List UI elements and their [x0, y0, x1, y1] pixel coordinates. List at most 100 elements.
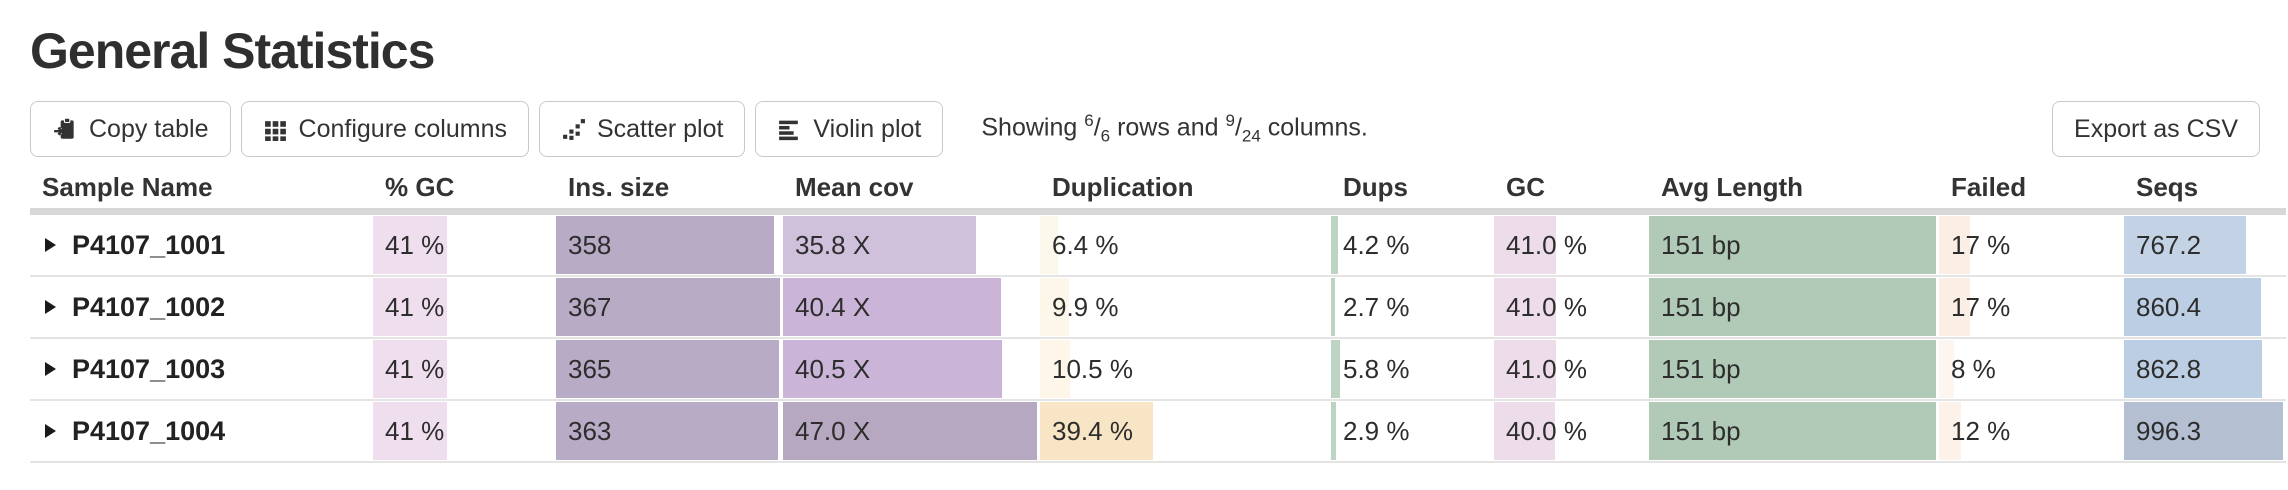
pct-gc-cell: 41 % — [373, 401, 556, 461]
pct-gc-cell: 41 % — [373, 215, 556, 275]
avg-length-value: 151 bp — [1661, 292, 1741, 322]
pct-gc-value: 41 % — [385, 354, 445, 384]
mean-cov-cell: 35.8 X — [783, 215, 1040, 275]
mean-cov-value: 47.0 X — [795, 416, 871, 446]
failed-bar — [1939, 402, 1961, 460]
duplication-cell: 9.9 % — [1040, 277, 1331, 337]
violin-plot-button[interactable]: Violin plot — [755, 101, 944, 157]
column-header-ins-size[interactable]: Ins. size — [568, 171, 670, 202]
column-header-sample-name[interactable]: Sample Name — [42, 171, 213, 202]
ins-size-cell: 367 — [556, 277, 783, 337]
export-as-csv-button[interactable]: Export as CSV — [2052, 101, 2260, 157]
gc-value: 41.0 % — [1506, 292, 1587, 322]
column-header-avg-length[interactable]: Avg Length — [1661, 171, 1804, 202]
column-header-dups[interactable]: Dups — [1343, 171, 1408, 202]
avg-length-bar — [1649, 402, 1936, 460]
pct-gc-cell: 41 % — [373, 339, 556, 399]
seqs-bar — [2124, 216, 2247, 274]
column-header-seqs[interactable]: Seqs — [2136, 171, 2199, 202]
mean-cov-cell: 40.4 X — [783, 277, 1040, 337]
pct-gc-value: 41 % — [385, 416, 445, 446]
failed-value: 12 % — [1951, 416, 2011, 446]
expand-row-icon[interactable] — [44, 423, 57, 439]
columns-shown: 9 — [1225, 111, 1235, 131]
duplication-value: 39.4 % — [1052, 416, 1133, 446]
dups-value: 4.2 % — [1343, 230, 1410, 260]
mean-cov-value: 35.8 X — [795, 230, 871, 260]
column-header-mean-cov[interactable]: Mean cov — [795, 171, 914, 202]
avg-length-value: 151 bp — [1661, 230, 1741, 260]
pct-gc-value: 41 % — [385, 292, 445, 322]
gc-bar — [1494, 216, 1557, 274]
mean-cov-bar — [783, 340, 1002, 398]
duplication-bar — [1040, 340, 1071, 398]
seqs-cell: 767.2 — [2124, 215, 2286, 275]
export-as-csv-label: Export as CSV — [2074, 114, 2238, 143]
copy-table-button[interactable]: Copy table — [30, 101, 231, 157]
gc-value: 40.0 % — [1506, 416, 1587, 446]
sample-name: P4107_1004 — [72, 415, 226, 446]
gc-bar — [1494, 278, 1557, 336]
dups-cell: 2.9 % — [1331, 401, 1494, 461]
expand-row-icon[interactable] — [44, 361, 57, 377]
sample-name-cell: P4107_1002 — [30, 277, 373, 337]
mean-cov-value: 40.5 X — [795, 354, 871, 384]
table-body: P4107_1001 41 % 358 35.8 X 6.4 % 4.2 % 41.0 % 1… — [30, 215, 2286, 463]
gc-bar — [1494, 402, 1555, 460]
avg-length-value: 151 bp — [1661, 416, 1741, 446]
expand-row-icon[interactable] — [44, 237, 57, 253]
dups-value: 2.9 % — [1343, 416, 1410, 446]
duplication-bar — [1040, 278, 1069, 336]
table-toolbar: Copy table Configure columns — [30, 100, 2260, 158]
seqs-bar — [2124, 278, 2262, 336]
dups-cell: 5.8 % — [1331, 339, 1494, 399]
seqs-value: 996.3 — [2136, 416, 2202, 446]
ins-size-value: 365 — [568, 354, 612, 384]
table-row: P4107_1003 41 % 365 40.5 X 10.5 % 5.8 % 41.0 %… — [30, 339, 2286, 401]
grid-icon — [263, 117, 288, 142]
sample-name-cell: P4107_1001 — [30, 215, 373, 275]
avg-length-cell: 151 bp — [1649, 277, 1939, 337]
avg-length-cell: 151 bp — [1649, 215, 1939, 275]
avg-length-cell: 151 bp — [1649, 339, 1939, 399]
dups-bar — [1331, 278, 1336, 336]
column-header-failed[interactable]: Failed — [1951, 171, 2027, 202]
expand-row-icon[interactable] — [44, 299, 57, 315]
table-header-divider — [30, 208, 2286, 215]
ins-size-bar — [556, 278, 780, 336]
column-header-duplication[interactable]: Duplication — [1052, 171, 1194, 202]
table-row: P4107_1001 41 % 358 35.8 X 6.4 % 4.2 % 41.0 % 1… — [30, 215, 2286, 277]
mean-cov-value: 40.4 X — [795, 292, 871, 322]
seqs-cell: 860.4 — [2124, 277, 2286, 337]
ins-size-cell: 358 — [556, 215, 783, 275]
seqs-cell: 996.3 — [2124, 401, 2286, 461]
mean-cov-bar — [783, 216, 977, 274]
failed-cell: 12 % — [1939, 401, 2124, 461]
scatter-plot-button[interactable]: Scatter plot — [538, 101, 746, 157]
seqs-value: 860.4 — [2136, 292, 2202, 322]
ins-size-value: 363 — [568, 416, 612, 446]
column-header-pct-gc[interactable]: % GC — [385, 171, 455, 202]
gc-value: 41.0 % — [1506, 354, 1587, 384]
duplication-cell: 10.5 % — [1040, 339, 1331, 399]
avg-length-value: 151 bp — [1661, 354, 1741, 384]
mean-cov-bar — [783, 278, 1002, 336]
dups-cell: 2.7 % — [1331, 277, 1494, 337]
ins-size-cell: 365 — [556, 339, 783, 399]
avg-length-cell: 151 bp — [1649, 401, 1939, 461]
dups-value: 2.7 % — [1343, 292, 1410, 322]
dups-bar — [1331, 216, 1338, 274]
configure-columns-button[interactable]: Configure columns — [240, 101, 529, 157]
failed-bar — [1939, 278, 1970, 336]
failed-cell: 8 % — [1939, 339, 2124, 399]
scatter-icon — [561, 117, 586, 142]
seqs-value: 767.2 — [2136, 230, 2202, 260]
duplication-bar — [1040, 402, 1154, 460]
mean-cov-cell: 47.0 X — [783, 401, 1040, 461]
pct-gc-bar — [373, 340, 447, 398]
avg-length-bar — [1649, 216, 1936, 274]
column-header-gc[interactable]: GC — [1506, 171, 1545, 202]
seqs-bar — [2124, 340, 2262, 398]
pct-gc-bar — [373, 402, 447, 460]
